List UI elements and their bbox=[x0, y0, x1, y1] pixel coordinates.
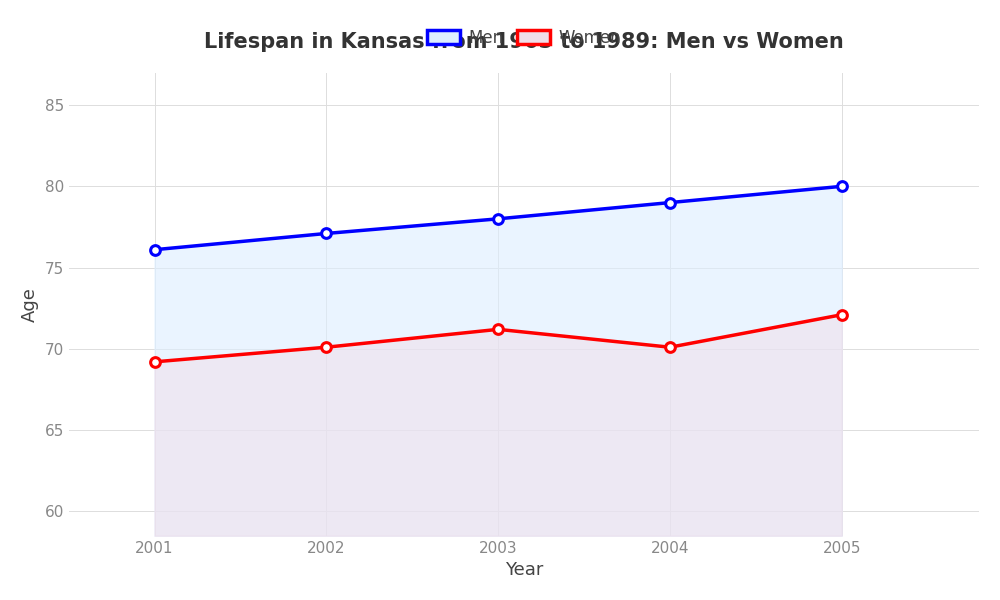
X-axis label: Year: Year bbox=[505, 561, 543, 579]
Title: Lifespan in Kansas from 1965 to 1989: Men vs Women: Lifespan in Kansas from 1965 to 1989: Me… bbox=[204, 32, 844, 52]
Legend: Men, Women: Men, Women bbox=[418, 20, 629, 55]
Y-axis label: Age: Age bbox=[21, 287, 39, 322]
